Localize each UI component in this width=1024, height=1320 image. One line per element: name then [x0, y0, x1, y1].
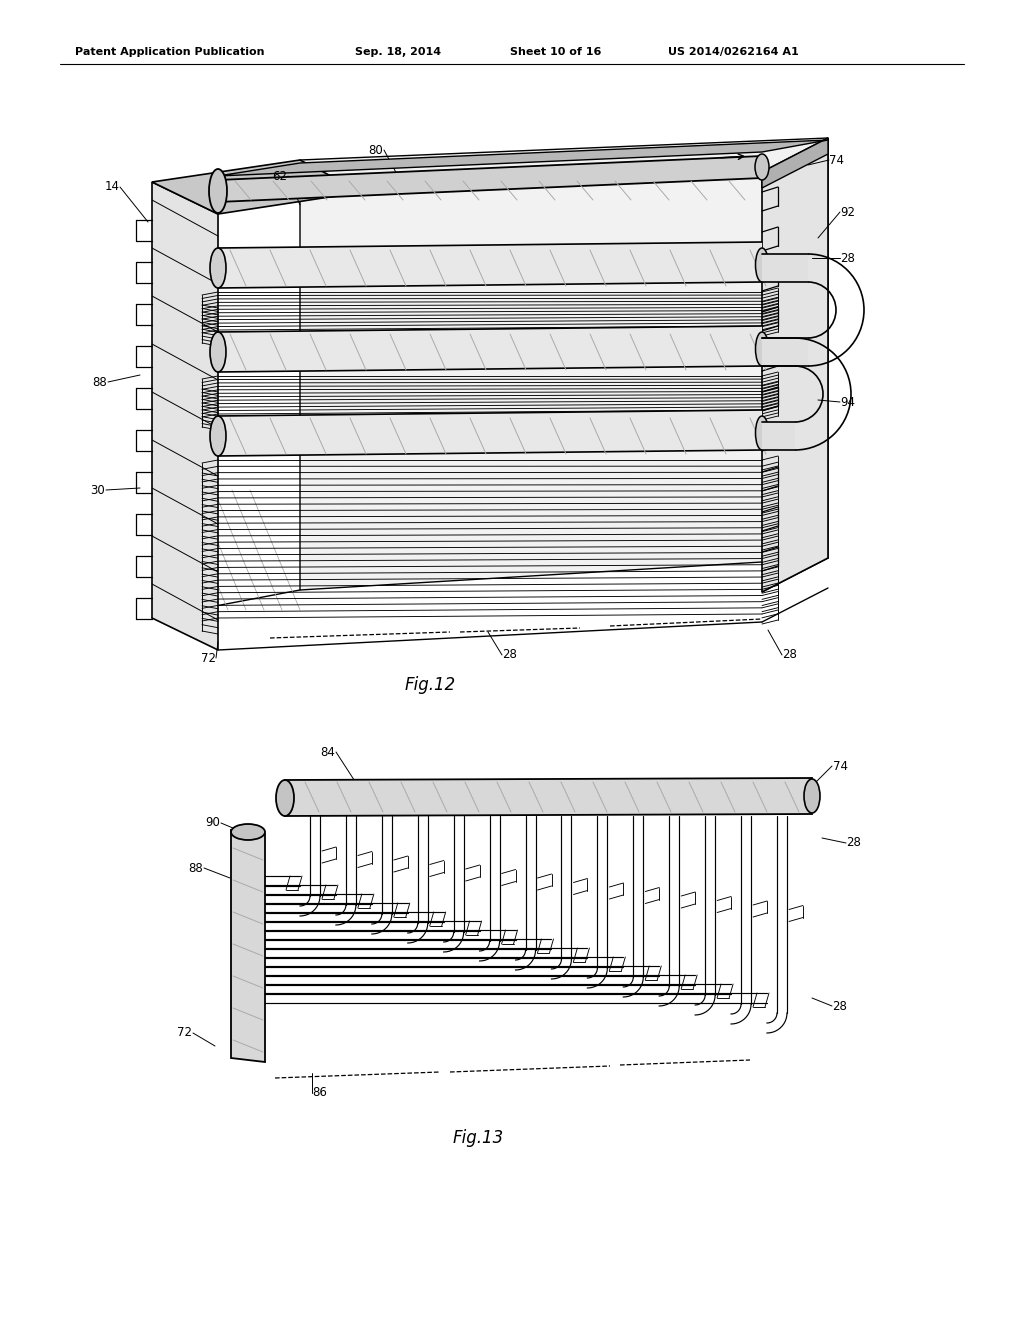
Text: 86: 86	[312, 1086, 328, 1100]
Polygon shape	[152, 160, 362, 214]
Ellipse shape	[210, 333, 226, 372]
Text: Sheet 10 of 16: Sheet 10 of 16	[510, 48, 601, 57]
Ellipse shape	[276, 780, 294, 816]
Polygon shape	[218, 242, 762, 288]
Text: 30: 30	[91, 483, 105, 496]
Text: 84: 84	[321, 746, 336, 759]
Ellipse shape	[756, 248, 768, 282]
Text: 80: 80	[369, 144, 383, 157]
Text: 28: 28	[503, 648, 517, 661]
Polygon shape	[218, 140, 828, 176]
Text: 92: 92	[841, 206, 855, 219]
Ellipse shape	[756, 416, 768, 450]
Text: 74: 74	[829, 153, 845, 166]
Text: 14: 14	[104, 181, 120, 194]
Ellipse shape	[231, 824, 265, 840]
Ellipse shape	[804, 779, 820, 813]
Text: 28: 28	[841, 252, 855, 264]
Text: 62: 62	[272, 169, 288, 182]
Polygon shape	[218, 411, 762, 455]
Text: 28: 28	[782, 648, 798, 661]
Polygon shape	[300, 139, 828, 590]
Polygon shape	[762, 139, 828, 187]
Text: 72: 72	[201, 652, 215, 664]
Text: 72: 72	[177, 1027, 193, 1040]
Ellipse shape	[756, 333, 768, 366]
Polygon shape	[285, 777, 812, 816]
Text: Fig.12: Fig.12	[404, 676, 456, 694]
Ellipse shape	[210, 416, 226, 455]
Polygon shape	[762, 139, 828, 591]
Polygon shape	[762, 338, 808, 366]
Polygon shape	[218, 156, 762, 202]
Text: Fig.13: Fig.13	[453, 1129, 504, 1147]
Text: 28: 28	[847, 837, 861, 850]
Text: 88: 88	[188, 862, 204, 874]
Text: 88: 88	[92, 375, 108, 388]
Polygon shape	[762, 253, 808, 282]
Ellipse shape	[210, 248, 226, 288]
Text: 94: 94	[841, 396, 855, 408]
Polygon shape	[231, 830, 265, 1063]
Ellipse shape	[209, 169, 227, 213]
Ellipse shape	[755, 154, 769, 180]
Text: Sep. 18, 2014: Sep. 18, 2014	[355, 48, 441, 57]
Polygon shape	[762, 422, 795, 450]
Text: 74: 74	[833, 759, 848, 772]
Text: Patent Application Publication: Patent Application Publication	[75, 48, 264, 57]
Text: US 2014/0262164 A1: US 2014/0262164 A1	[668, 48, 799, 57]
Polygon shape	[152, 182, 218, 649]
Text: 90: 90	[206, 817, 220, 829]
Polygon shape	[218, 326, 762, 372]
Text: 28: 28	[833, 999, 848, 1012]
Polygon shape	[762, 338, 795, 366]
